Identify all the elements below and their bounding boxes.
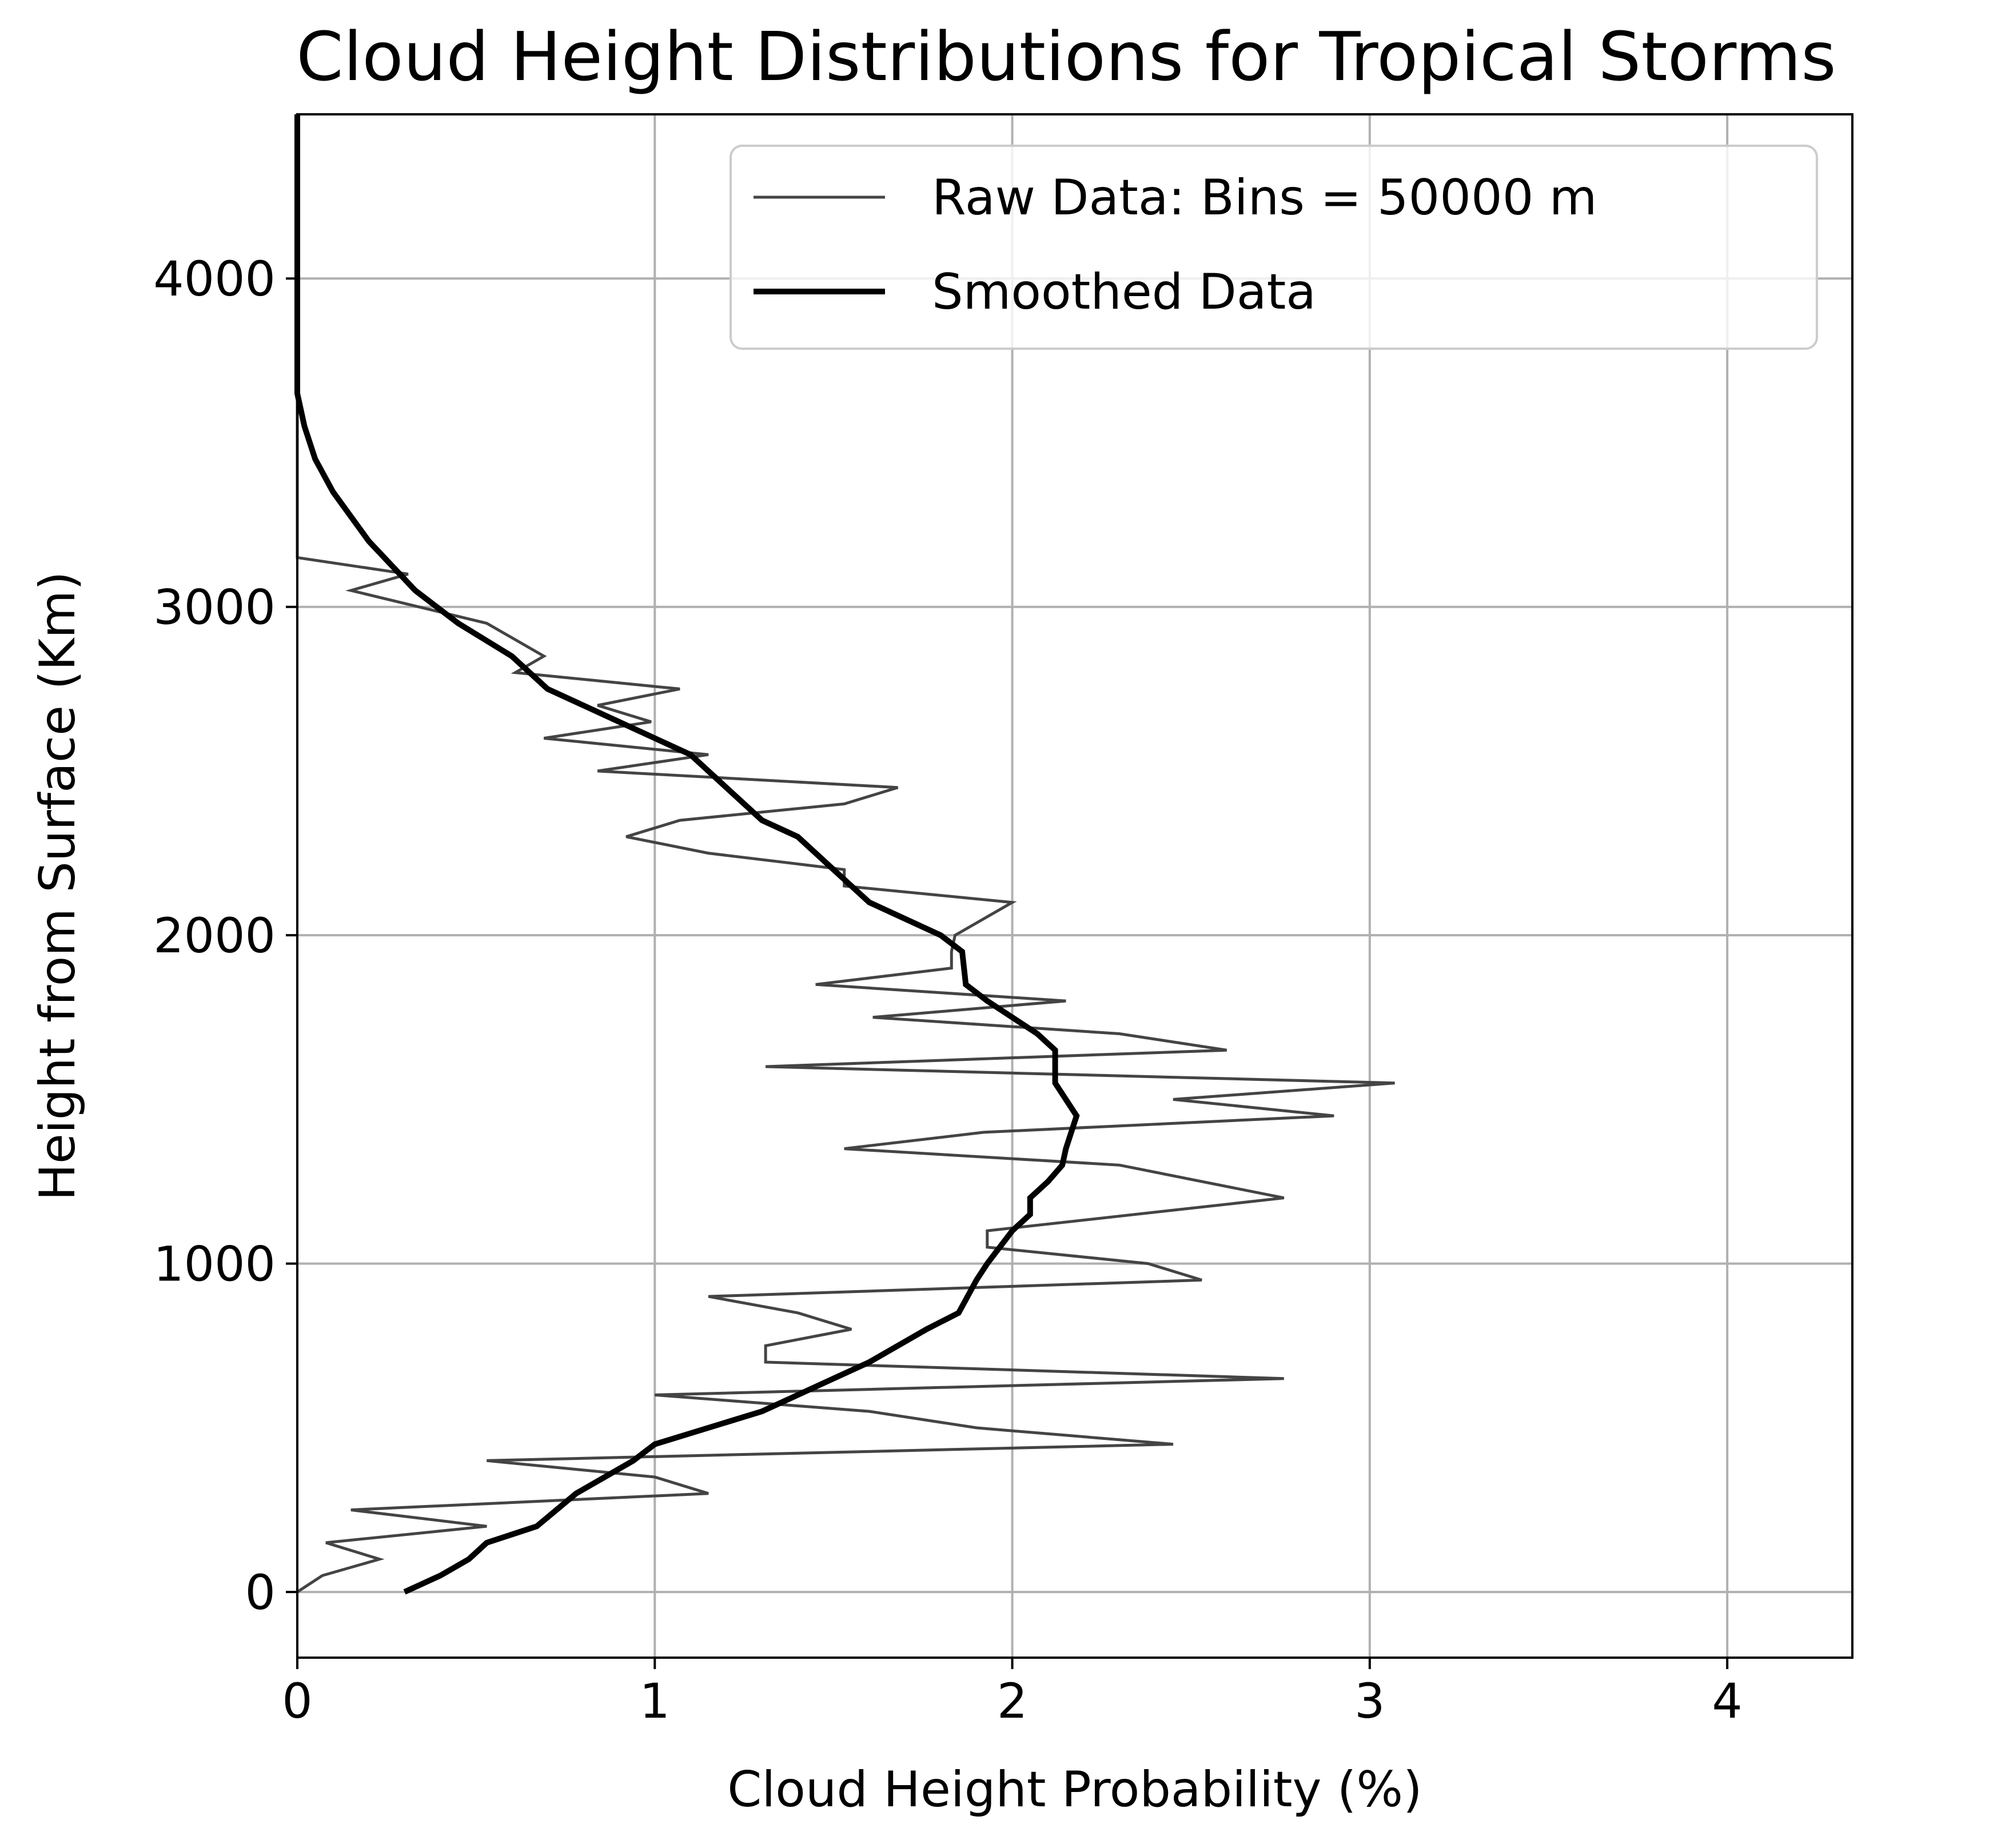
x-tick-label: 2 bbox=[997, 1673, 1027, 1729]
legend-label-smoothed: Smoothed Data bbox=[932, 264, 1316, 321]
chart-title: Cloud Height Distributions for Tropical … bbox=[296, 17, 1836, 96]
legend: Raw Data: Bins = 50000 m Smoothed Data bbox=[730, 145, 1818, 350]
legend-label-raw: Raw Data: Bins = 50000 m bbox=[932, 169, 1597, 226]
legend-box bbox=[730, 145, 1818, 350]
y-tick-label: 3000 bbox=[153, 580, 276, 636]
y-tick-label: 2000 bbox=[153, 908, 276, 964]
x-tick-label: 0 bbox=[282, 1673, 312, 1729]
x-tick-label: 1 bbox=[640, 1673, 670, 1729]
x-tick-label: 3 bbox=[1354, 1673, 1385, 1729]
y-tick-label: 0 bbox=[245, 1564, 276, 1621]
smoothed-data-line bbox=[294, 114, 1080, 1595]
axis-ticks: 0 1 2 3 4 0 1000 2000 3000 4000 bbox=[153, 251, 1743, 1729]
plot-series bbox=[294, 114, 1395, 1595]
x-axis-label: Cloud Height Probability (%) bbox=[727, 1761, 1422, 1818]
x-tick-label: 4 bbox=[1712, 1673, 1742, 1729]
y-tick-label: 1000 bbox=[153, 1236, 276, 1292]
y-axis-label: Height from Surface (Km) bbox=[29, 571, 86, 1200]
raw-data-line bbox=[296, 114, 1395, 1594]
plot-frame bbox=[296, 113, 1853, 1659]
y-tick-label: 4000 bbox=[153, 251, 276, 307]
